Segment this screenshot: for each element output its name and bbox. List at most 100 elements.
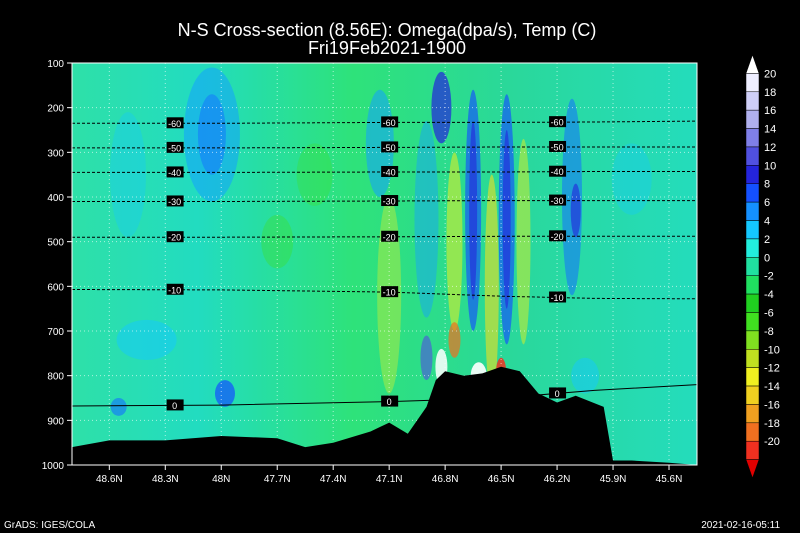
contour-label-bg	[549, 387, 567, 399]
contour-label: -40	[383, 167, 396, 177]
y-tick-label: 300	[47, 148, 64, 159]
omega-feature	[611, 143, 652, 215]
x-tick-label: 45.9N	[600, 474, 627, 485]
contour-label-bg	[549, 230, 567, 242]
y-tick-label: 700	[47, 327, 64, 338]
temperature-contours: -60 -60 -60 -50 -50 -50 -40 -40 -40 -30 -30 -30 -20 -…	[72, 116, 697, 411]
omega-feature	[109, 112, 146, 238]
contour-label: 0	[387, 397, 392, 407]
x-tick-label: 45.6N	[656, 474, 683, 485]
grid	[72, 63, 697, 465]
x-tick-label: 48N	[212, 474, 230, 485]
colorbar-label: -4	[764, 289, 774, 301]
x-tick-label: 48.3N	[152, 474, 179, 485]
colorbar-swatch	[745, 312, 760, 332]
colorbar-label: 4	[764, 216, 770, 228]
colorbar-label: -10	[764, 344, 780, 356]
colorbar-swatch	[745, 201, 760, 221]
contour-label-bg	[381, 195, 399, 207]
colorbar-swatch	[745, 238, 760, 258]
omega-feature	[446, 152, 463, 331]
contour-label-bg	[381, 286, 399, 298]
colorbar-swatch	[745, 367, 760, 387]
colorbar-swatch	[745, 183, 760, 203]
contour-label: -60	[551, 118, 564, 128]
colorbar-label: -14	[764, 381, 780, 393]
chart-subtitle: Fri19Feb2021-1900	[308, 38, 466, 58]
colorbar-swatch	[745, 349, 760, 368]
colorbar-swatch	[745, 220, 760, 240]
colorbar-swatch	[745, 146, 760, 166]
colorbar-swatch	[745, 385, 760, 405]
omega-feature	[261, 214, 294, 269]
y-axis: 100 200 300 400 500 600 700 800 900 1000	[42, 59, 72, 472]
colorbar-swatch	[745, 257, 760, 276]
colorbar-label: -6	[764, 307, 774, 319]
omega-feature	[414, 121, 439, 318]
omega-feature	[570, 183, 581, 238]
colorbar-label: 8	[764, 179, 770, 191]
contour-label: -30	[551, 196, 564, 206]
colorbar-swatch	[745, 109, 760, 129]
contour-label-bg	[549, 165, 567, 177]
y-tick-label: 600	[47, 282, 64, 293]
colorbar-swatch	[745, 275, 760, 295]
colorbar-swatch	[745, 165, 760, 184]
colorbar-swatch	[745, 330, 760, 350]
omega-feature	[502, 130, 511, 309]
contour-label-bg	[166, 283, 184, 295]
x-tick-label: 47.7N	[264, 474, 291, 485]
omega-feature	[469, 121, 478, 300]
contour-label: -30	[383, 197, 396, 207]
colorbar-label: 2	[764, 234, 770, 246]
contour-label: -40	[168, 168, 181, 178]
contour-label: -50	[168, 143, 181, 153]
y-tick-label: 900	[47, 416, 64, 427]
contour-label: -10	[551, 293, 564, 303]
x-tick-label: 48.6N	[96, 474, 123, 485]
contour-label-bg	[549, 194, 567, 206]
terrain	[72, 366, 697, 465]
contour-label-bg	[381, 230, 399, 242]
colorbar-label: 18	[764, 87, 776, 99]
omega-feature	[448, 322, 461, 358]
colorbar-label: 20	[764, 68, 776, 80]
contour-label: 0	[555, 389, 560, 399]
contour-label-bg	[166, 195, 184, 207]
omega-feature	[197, 94, 226, 175]
contour-label: -10	[168, 285, 181, 295]
omega-feature	[116, 319, 177, 361]
contour-label: -50	[551, 142, 564, 152]
contour-label-bg	[549, 116, 567, 128]
x-tick-label: 47.4N	[320, 474, 347, 485]
x-tick-label: 46.2N	[544, 474, 571, 485]
omega-feature	[484, 174, 499, 398]
plot-area: -60 -60 -60 -50 -50 -50 -40 -40 -40 -30 -30 -30 -20 -…	[72, 63, 697, 465]
colorbar-swatch	[745, 128, 760, 148]
contour-label: -40	[551, 167, 564, 177]
colorbar-swatch	[745, 404, 760, 424]
colorbar-label: -16	[764, 399, 780, 411]
contour-label-bg	[381, 141, 399, 153]
contour-label: -50	[383, 143, 396, 153]
omega-feature	[420, 335, 433, 381]
contour-label: -60	[383, 118, 396, 128]
y-tick-label: 800	[47, 372, 64, 383]
y-tick-label: 400	[47, 193, 64, 204]
contour-label: -20	[551, 232, 564, 242]
x-tick-label: 46.8N	[432, 474, 459, 485]
colorbar-label: -18	[764, 418, 780, 430]
plot-frame	[71, 62, 698, 466]
colorbar-label: 10	[764, 160, 776, 172]
colorbar-swatch	[745, 54, 760, 74]
y-tick-label: 500	[47, 238, 64, 249]
colorbar-label: -20	[764, 436, 780, 448]
contour-label-bg	[166, 231, 184, 243]
colorbar-label: 12	[764, 142, 776, 154]
contour-label-bg	[166, 166, 184, 178]
contour-label: 0	[172, 401, 177, 411]
colorbar-swatch	[745, 422, 760, 442]
omega-feature	[110, 398, 127, 416]
colorbar-swatch	[745, 459, 760, 479]
